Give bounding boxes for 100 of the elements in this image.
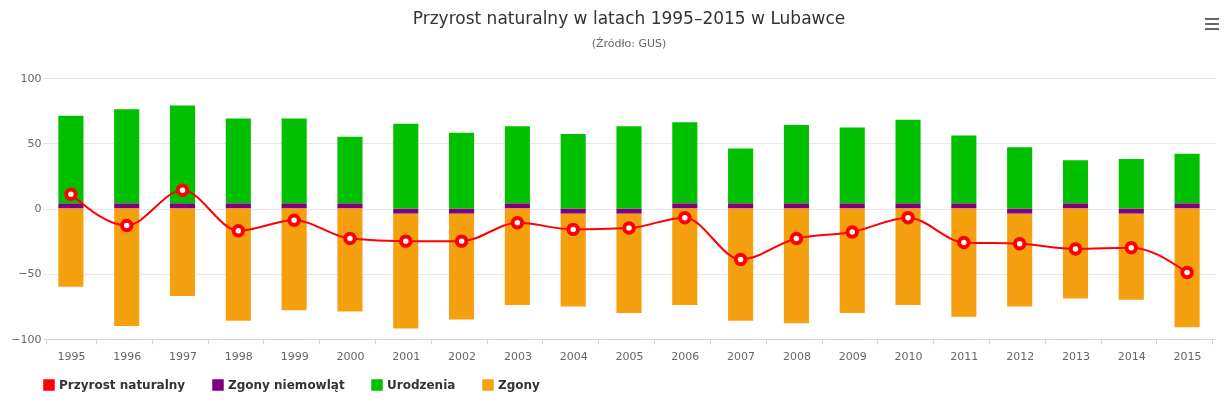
point bbox=[399, 234, 413, 248]
point bbox=[1180, 265, 1194, 280]
point bbox=[1124, 240, 1139, 255]
bar bbox=[895, 203, 921, 209]
bar bbox=[337, 208, 363, 312]
bar bbox=[1174, 153, 1200, 204]
point bbox=[119, 218, 134, 233]
bar bbox=[393, 123, 419, 209]
point bbox=[566, 222, 580, 237]
bar bbox=[728, 148, 754, 204]
bar bbox=[504, 126, 530, 204]
y-tick-label: 0 bbox=[34, 202, 42, 215]
bar bbox=[560, 213, 586, 307]
bar bbox=[281, 208, 307, 311]
point bbox=[789, 231, 804, 246]
bar bbox=[225, 208, 251, 321]
x-tick-label: 2015 bbox=[1173, 349, 1202, 363]
point bbox=[287, 213, 301, 227]
bar bbox=[1118, 158, 1144, 209]
bar bbox=[560, 208, 586, 214]
bar bbox=[58, 115, 84, 204]
bar bbox=[728, 203, 754, 209]
x-tick-label: 2009 bbox=[838, 349, 867, 363]
bar bbox=[281, 118, 307, 204]
x-tick-label: 2014 bbox=[1117, 349, 1146, 363]
point bbox=[343, 231, 357, 246]
bar bbox=[504, 208, 530, 306]
point bbox=[678, 210, 692, 225]
x-tick-label: 2007 bbox=[727, 349, 756, 363]
bar bbox=[169, 208, 196, 296]
bar bbox=[114, 203, 140, 209]
bar bbox=[1062, 203, 1089, 209]
x-tick-label: 2004 bbox=[559, 349, 588, 363]
bar bbox=[1062, 208, 1089, 299]
bar bbox=[1007, 213, 1033, 307]
bar bbox=[672, 203, 698, 209]
bar bbox=[1174, 203, 1200, 209]
bar bbox=[169, 203, 196, 209]
bar bbox=[672, 208, 698, 306]
point bbox=[231, 223, 246, 238]
x-tick-label: 2006 bbox=[671, 349, 700, 363]
bar bbox=[895, 208, 921, 306]
bar bbox=[58, 208, 84, 287]
x-tick-label: 2010 bbox=[894, 349, 923, 363]
x-tick-label: 1996 bbox=[113, 349, 142, 363]
bar bbox=[337, 136, 363, 204]
bar bbox=[225, 203, 251, 209]
bar bbox=[1007, 147, 1033, 209]
point bbox=[733, 252, 748, 267]
bar bbox=[1174, 208, 1200, 328]
y-tick-label: 50 bbox=[27, 136, 42, 150]
point bbox=[510, 216, 525, 230]
y-tick-label: 100 bbox=[20, 71, 42, 85]
point bbox=[1068, 242, 1083, 256]
point bbox=[622, 221, 636, 235]
point bbox=[64, 187, 78, 201]
x-tick-label: 2003 bbox=[503, 349, 532, 363]
bar bbox=[337, 203, 363, 209]
bar bbox=[1118, 213, 1144, 300]
bar bbox=[783, 203, 809, 209]
legend-label: Urodzenia bbox=[387, 378, 456, 392]
bar bbox=[114, 109, 140, 204]
x-tick-label: 2000 bbox=[336, 349, 365, 363]
legend-label: Zgony bbox=[498, 378, 541, 392]
bar bbox=[1007, 208, 1033, 214]
bar bbox=[672, 122, 698, 204]
bar bbox=[393, 208, 419, 214]
point bbox=[175, 183, 190, 197]
x-tick-label: 2008 bbox=[782, 349, 811, 363]
bar bbox=[783, 208, 809, 324]
bar bbox=[895, 119, 921, 204]
bar bbox=[783, 124, 809, 204]
point bbox=[1012, 237, 1027, 251]
point bbox=[957, 235, 971, 250]
x-tick-label: 1997 bbox=[169, 349, 198, 363]
bar bbox=[951, 203, 977, 209]
y-tick-label: −100 bbox=[11, 332, 42, 346]
point bbox=[901, 210, 915, 225]
x-tick-label: 2012 bbox=[1006, 349, 1035, 363]
x-tick-label: 2005 bbox=[615, 349, 644, 363]
chart-subtitle: (Źródło: GUS) bbox=[591, 37, 667, 50]
bar bbox=[616, 208, 642, 214]
legend-label: Przyrost naturalny bbox=[59, 378, 186, 392]
bar bbox=[728, 208, 754, 321]
x-tick-label: 1998 bbox=[224, 349, 253, 363]
bar bbox=[504, 203, 530, 209]
bar bbox=[449, 132, 475, 209]
bar bbox=[839, 203, 865, 209]
bar bbox=[951, 135, 977, 204]
bar bbox=[393, 213, 419, 329]
x-tick-label: 2002 bbox=[448, 349, 477, 363]
bar bbox=[951, 208, 977, 317]
chart-title: Przyrost naturalny w latach 1995–2015 w Lubawce bbox=[412, 8, 846, 28]
x-tick-label: 2013 bbox=[1061, 349, 1090, 363]
x-tick-label: 2001 bbox=[392, 349, 421, 363]
bar bbox=[1118, 208, 1144, 214]
bar bbox=[225, 118, 251, 204]
x-tick-label: 1995 bbox=[57, 349, 86, 363]
bar bbox=[616, 213, 642, 313]
bar bbox=[839, 127, 865, 204]
